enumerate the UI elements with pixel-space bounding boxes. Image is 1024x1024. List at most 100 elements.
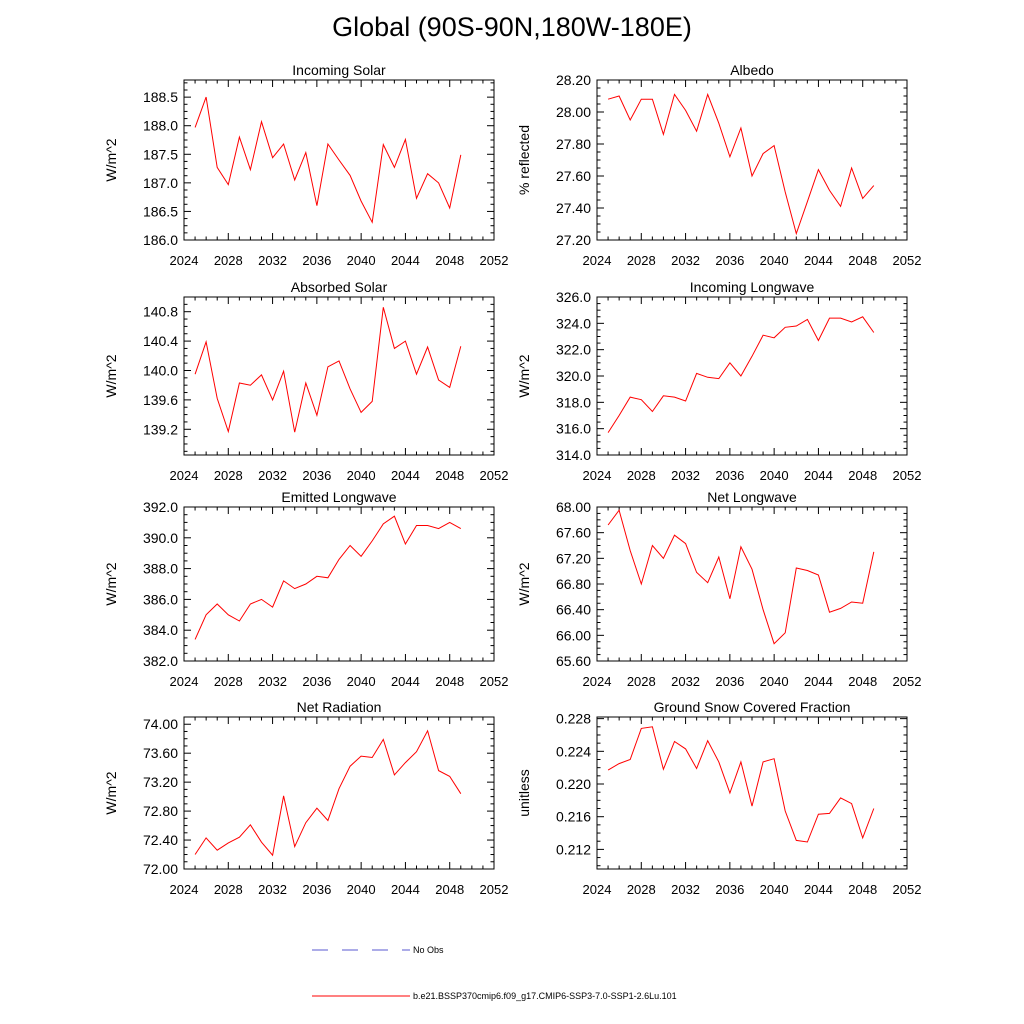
- x-tick-label: 2044: [391, 882, 420, 897]
- x-tick-label: 2040: [347, 468, 376, 483]
- y-tick-label: 28.00: [556, 104, 591, 120]
- panel-6: 2024 2028 2032 2036 2040 2044 2048 2052 65.60 66.…: [516, 489, 921, 689]
- plot-frame: [596, 506, 908, 662]
- legend-model-label: b.e21.BSSP370cmip6.f09_g17.CMIP6-SSP3-7.…: [413, 991, 677, 1001]
- x-tick-label: 2024: [583, 253, 612, 268]
- y-tick-label: 186.5: [143, 203, 178, 219]
- x-tick-label: 2044: [391, 674, 420, 689]
- y-tick-label: 139.2: [143, 421, 178, 437]
- y-tick-label: 188.5: [143, 89, 178, 105]
- y-tick-label: 73.20: [143, 774, 178, 790]
- y-tick-label: 68.00: [556, 499, 591, 515]
- y-tick-label: 27.40: [556, 200, 591, 216]
- y-tick-label: 318.0: [556, 394, 591, 410]
- y-tick-label: 384.0: [143, 622, 178, 638]
- plot-frame: [183, 296, 495, 456]
- x-tick-label: 2028: [627, 253, 656, 268]
- series-line: [194, 307, 462, 434]
- x-tick-label: 2024: [583, 674, 612, 689]
- x-tick-label: 2024: [583, 882, 612, 897]
- panel-title: Emitted Longwave: [281, 489, 396, 505]
- x-tick-label: 2032: [258, 882, 287, 897]
- x-tick-label: 2024: [583, 468, 612, 483]
- y-tick-label: 392.0: [143, 499, 178, 515]
- x-tick-label: 2028: [627, 468, 656, 483]
- x-tick-label: 2052: [480, 468, 509, 483]
- x-tick-label: 2048: [848, 882, 877, 897]
- x-tick-label: 2032: [671, 674, 700, 689]
- x-tick-label: 2036: [302, 674, 331, 689]
- x-tick-label: 2052: [480, 253, 509, 268]
- series-line: [607, 92, 875, 236]
- plot-frame: [596, 716, 908, 870]
- x-tick-label: 2040: [347, 882, 376, 897]
- y-tick-label: 316.0: [556, 421, 591, 437]
- y-tick-label: 66.80: [556, 576, 591, 592]
- y-tick-label: 73.60: [143, 745, 178, 761]
- x-tick-label: 2028: [214, 468, 243, 483]
- x-tick-label: 2032: [671, 882, 700, 897]
- panel-4: 2024 2028 2032 2036 2040 2044 2048 2052 314.0 316…: [516, 279, 921, 483]
- panel-title: Incoming Solar: [292, 62, 386, 78]
- x-tick-label: 2040: [760, 674, 789, 689]
- y-tick-label: 65.60: [556, 653, 591, 669]
- series-line: [607, 316, 875, 433]
- panel-title: Ground Snow Covered Fraction: [654, 699, 851, 715]
- x-tick-label: 2036: [302, 468, 331, 483]
- y-axis-label: unitless: [516, 769, 532, 816]
- y-tick-label: 0.220: [556, 776, 591, 792]
- x-tick-label: 2028: [214, 674, 243, 689]
- panel-title: Absorbed Solar: [291, 279, 388, 295]
- y-tick-label: 74.00: [143, 716, 178, 732]
- x-tick-label: 2044: [804, 253, 833, 268]
- x-tick-label: 2048: [435, 674, 464, 689]
- y-tick-label: 314.0: [556, 447, 591, 463]
- x-tick-label: 2036: [715, 674, 744, 689]
- x-tick-label: 2052: [893, 468, 922, 483]
- y-axis-label: W/m^2: [103, 354, 119, 397]
- x-tick-label: 2052: [893, 674, 922, 689]
- series-line: [607, 509, 875, 645]
- plot-frame: [596, 296, 908, 456]
- y-tick-label: 188.0: [143, 118, 178, 134]
- x-tick-label: 2032: [258, 253, 287, 268]
- x-tick-label: 2024: [170, 468, 199, 483]
- y-tick-label: 187.5: [143, 146, 178, 162]
- x-tick-label: 2024: [170, 882, 199, 897]
- y-tick-label: 67.20: [556, 550, 591, 566]
- panel-7: 2024 2028 2032 2036 2040 2044 2048 2052 72.00 72.…: [103, 699, 508, 897]
- x-tick-label: 2040: [347, 253, 376, 268]
- x-tick-label: 2040: [347, 674, 376, 689]
- y-tick-label: 72.00: [143, 861, 178, 877]
- y-axis-label: % reflected: [516, 125, 532, 195]
- series-line: [194, 515, 462, 640]
- x-tick-label: 2036: [715, 882, 744, 897]
- x-tick-label: 2028: [214, 882, 243, 897]
- plot-frame: [183, 716, 495, 870]
- x-tick-label: 2040: [760, 253, 789, 268]
- y-tick-label: 140.0: [143, 362, 178, 378]
- x-tick-label: 2036: [302, 253, 331, 268]
- x-tick-label: 2040: [760, 882, 789, 897]
- panel-2: 2024 2028 2032 2036 2040 2044 2048 2052 27.20 27.…: [516, 62, 921, 268]
- y-tick-label: 67.60: [556, 525, 591, 541]
- x-tick-label: 2052: [480, 882, 509, 897]
- panel-title: Net Radiation: [297, 699, 382, 715]
- y-tick-label: 324.0: [556, 315, 591, 331]
- y-tick-label: 326.0: [556, 289, 591, 305]
- x-tick-label: 2032: [671, 468, 700, 483]
- x-tick-label: 2036: [715, 253, 744, 268]
- y-tick-label: 390.0: [143, 530, 178, 546]
- x-tick-label: 2036: [302, 882, 331, 897]
- panel-title: Incoming Longwave: [690, 279, 815, 295]
- x-tick-label: 2024: [170, 674, 199, 689]
- x-tick-label: 2028: [214, 253, 243, 268]
- x-tick-label: 2044: [804, 882, 833, 897]
- x-tick-label: 2032: [671, 253, 700, 268]
- y-axis-label: W/m^2: [103, 771, 119, 814]
- y-tick-label: 322.0: [556, 342, 591, 358]
- y-tick-label: 66.40: [556, 602, 591, 618]
- panel-title: Albedo: [730, 62, 774, 78]
- x-tick-label: 2024: [170, 253, 199, 268]
